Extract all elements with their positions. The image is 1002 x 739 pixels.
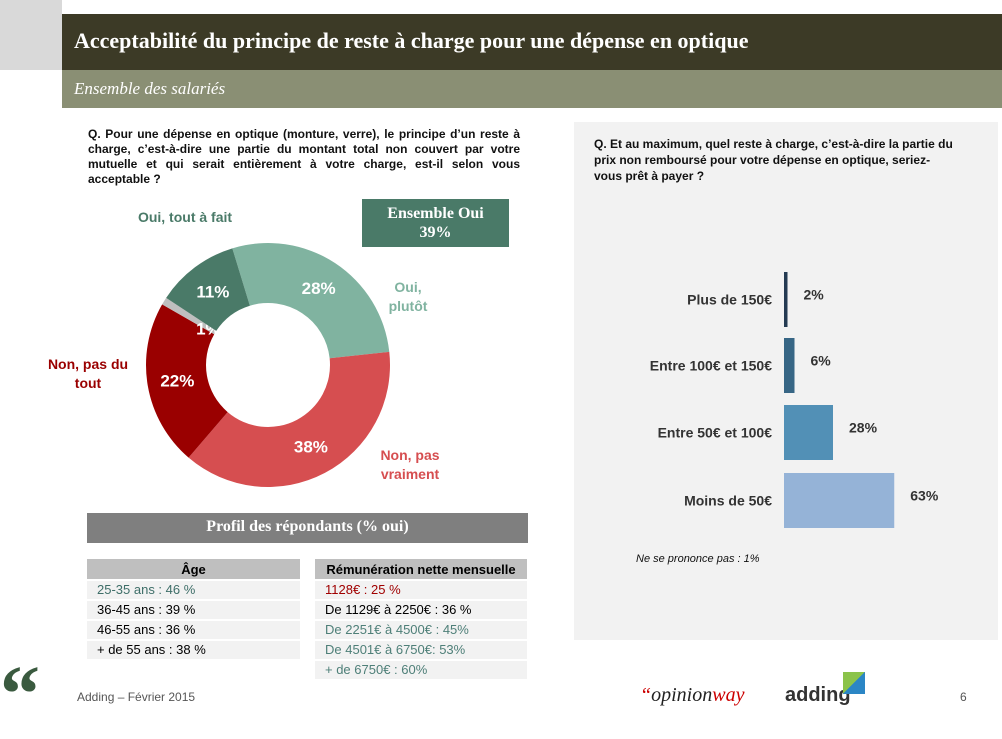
opinionway-logo: “opinionway (640, 684, 745, 706)
category-label: Entre 50€ et 100€ (658, 425, 773, 441)
value-label: 28% (849, 420, 878, 436)
adding-logo: adding (785, 672, 865, 707)
bar (784, 405, 833, 460)
left-question: Q. Pour une dépense en optique (monture,… (88, 127, 520, 186)
ensemble-label: Ensemble Oui (387, 205, 484, 222)
donut-slice (188, 351, 390, 487)
bar (784, 473, 895, 528)
legend-text: Non, pas vraiment (380, 447, 440, 482)
table-row: + de 55 ans : 38 % (87, 641, 300, 659)
corner-block (0, 0, 62, 70)
label-oui-plutot: Oui, plutôt (380, 278, 436, 316)
remuneration-table: Rémunération nette mensuelle 1128€ : 25 … (315, 559, 527, 679)
table-row: 1128€ : 25 % (315, 581, 527, 599)
footer-text: Adding – Février 2015 (77, 690, 196, 704)
donut-label: 11% (196, 282, 229, 301)
page-number: 6 (960, 690, 967, 704)
remuneration-header: Rémunération nette mensuelle (315, 559, 527, 579)
right-question: Q. Et au maximum, quel reste à charge, c… (594, 137, 953, 183)
donut-slice (162, 297, 217, 335)
legend-text: Non, pas du tout (47, 356, 129, 391)
page-subtitle: Ensemble des salariés (62, 70, 1002, 108)
category-label: Moins de 50€ (684, 493, 772, 509)
label-oui-tout-a-fait: Oui, tout à fait (130, 208, 240, 227)
quote-mark-logo: “ (0, 651, 40, 739)
table-row: De 4501€ à 6750€: 53% (315, 641, 527, 659)
legend-text: Oui, plutôt (388, 279, 428, 314)
category-label: Entre 100€ et 150€ (650, 358, 772, 374)
category-label: Plus de 150€ (687, 292, 772, 308)
table-row: 46-55 ans : 36 % (87, 621, 300, 639)
age-header: Âge (87, 559, 300, 579)
label-non-pas-du-tout: Non, pas du tout (38, 355, 138, 393)
donut-label: 38% (294, 437, 328, 456)
bar (784, 338, 795, 393)
donut-slice (166, 248, 250, 331)
age-table: Âge 25-35 ans : 46 % 36-45 ans : 39 % 46-5… (87, 559, 300, 659)
table-row: De 1129€ à 2250€ : 36 % (315, 601, 527, 619)
value-label: 2% (804, 287, 825, 303)
profil-title: Profil des répondants (% oui) (87, 513, 528, 543)
table-row: 36-45 ans : 39 % (87, 601, 300, 619)
no-answer-note: Ne se prononce pas : 1% (636, 553, 760, 565)
ensemble-value: 39% (419, 224, 452, 241)
table-row: + de 6750€ : 60% (315, 661, 527, 679)
page-title: Acceptabilité du principe de reste à cha… (62, 14, 1002, 70)
bar (784, 272, 788, 327)
legend-text: Oui, tout à fait (137, 209, 233, 225)
donut-label: 22% (160, 372, 194, 391)
table-row: 25-35 ans : 46 % (87, 581, 300, 599)
value-label: 63% (910, 488, 939, 504)
donut-label: 28% (302, 279, 336, 298)
label-non-pas-vraiment: Non, pas vraiment (372, 446, 448, 484)
value-label: 6% (811, 353, 832, 369)
donut-chart: 28%38%22%1%11% (146, 243, 390, 487)
donut-slice (232, 243, 390, 359)
donut-slice (146, 304, 228, 458)
ensemble-oui-box: Ensemble Oui 39% (362, 199, 509, 247)
table-row: De 2251€ à 4500€ : 45% (315, 621, 527, 639)
bar-chart: Plus de 150€ 2% Entre 100€ et 150€ 6% Entre … (650, 272, 939, 528)
right-panel: Q. Et au maximum, quel reste à charge, c… (574, 122, 998, 640)
